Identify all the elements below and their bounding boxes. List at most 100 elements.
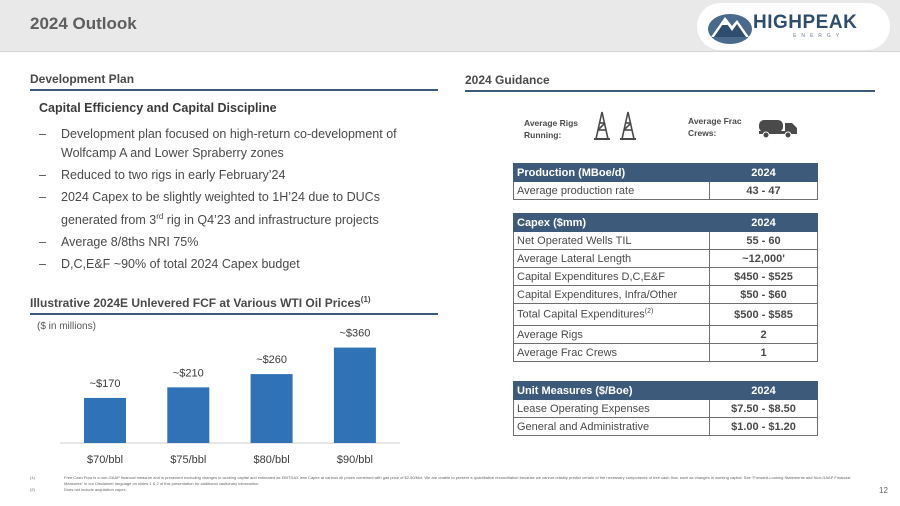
bullet-text-post: rig in Q4’23 and infrastructure projects — [163, 213, 379, 228]
table-cell-value: 43 - 47 — [709, 181, 818, 200]
units-note: ($ in millions) — [37, 321, 96, 332]
table-cell-value: 55 - 60 — [709, 231, 818, 250]
bullet-dash: – — [39, 168, 46, 182]
table-header-row: Unit Measures ($/Boe) 2024 — [513, 381, 818, 400]
table-header-cell: 2024 — [709, 381, 818, 400]
frac-label-line-1: Average Frac — [688, 116, 742, 126]
table-cell-label: Total Capital Expenditures(2) — [513, 303, 710, 326]
header-bar: 2024 Outlook HIGHPEAK ENERGY — [0, 0, 900, 52]
frac-label-line-2: Crews: — [688, 128, 717, 138]
bar-90bbl — [333, 347, 376, 443]
capex-table: Capex ($mm) 2024 Net Operated Wells TIL 5… — [513, 213, 818, 362]
bullet-item: – Reduced to two rigs in early February’2… — [39, 166, 429, 185]
table-row: Average production rate 43 - 47 — [513, 181, 818, 200]
footnote-text: Does not include acquisition capex. — [64, 487, 127, 492]
footnote-text: Free Cash Flow is a non-GAAP financial m… — [64, 475, 851, 486]
bullet-text: D,C,E&F ~90% of total 2024 Capex budget — [61, 257, 300, 272]
bullet-item: – 2024 Capex to be slightly weighted to 1… — [39, 188, 429, 230]
bullet-text: Development plan focused on high-return … — [61, 127, 397, 160]
table-cell-label: Average production rate — [513, 181, 710, 200]
table-row: Total Capital Expenditures(2) $500 - $585 — [513, 303, 818, 326]
bullet-dash: – — [39, 257, 46, 272]
footnote-marker: (2) — [30, 487, 35, 492]
footnote-2: (2) Does not include acquisition capex. — [30, 487, 870, 493]
guidance-heading: 2024 Guidance — [465, 73, 875, 92]
footnotes: (1) Free Cash Flow is a non-GAAP financia… — [30, 475, 870, 493]
bar-data-label: ~$210 — [173, 367, 204, 379]
table-cell-label: Net Operated Wells TIL — [513, 231, 710, 250]
x-tick-label: $75/bbl — [170, 454, 206, 466]
table-cell-label: Average Frac Crews — [513, 343, 710, 362]
mountain-logo-icon — [708, 14, 752, 44]
page-title: 2024 Outlook — [30, 14, 137, 33]
table-cell-label: Lease Operating Expenses — [513, 399, 710, 418]
table-cell-value: $450 - $525 — [709, 267, 818, 286]
table-header-row: Capex ($mm) 2024 — [513, 213, 818, 232]
fcf-heading-text: Illustrative 2024E Unlevered FCF at Vari… — [30, 296, 361, 310]
fcf-chart-heading: Illustrative 2024E Unlevered FCF at Vari… — [30, 295, 438, 315]
frac-truck-icon — [759, 120, 797, 139]
x-tick-label: $70/bbl — [87, 454, 123, 466]
footnote-1: (1) Free Cash Flow is a non-GAAP financia… — [30, 475, 870, 487]
table-header-cell: 2024 — [709, 163, 818, 182]
rigs-label-line-1: Average Rigs — [524, 118, 579, 128]
table-header-cell: Unit Measures ($/Boe) — [513, 381, 710, 400]
bullet-dash: – — [39, 127, 46, 141]
x-tick-label: $80/bbl — [254, 454, 290, 466]
table-cell-value: $7.50 - $8.50 — [709, 399, 818, 418]
capital-efficiency-subheading: Capital Efficiency and Capital Disciplin… — [39, 101, 277, 115]
table-cell-label: Capital Expenditures D,C,E&F — [513, 267, 710, 286]
table-cell-value: $500 - $585 — [709, 303, 818, 326]
table-cell-label: Average Rigs — [513, 325, 710, 344]
table-cell-label: Average Lateral Length — [513, 249, 710, 268]
development-plan-heading: Development Plan — [30, 72, 438, 91]
table-row: Average Rigs 2 — [513, 325, 818, 344]
company-logo: HIGHPEAK ENERGY — [697, 3, 890, 50]
bar-70bbl — [84, 397, 126, 443]
table-row: Net Operated Wells TIL 55 - 60 — [513, 231, 818, 250]
table-row: Average Frac Crews 1 — [513, 343, 818, 362]
bullet-item: – D,C,E&F ~90% of total 2024 Capex budget — [39, 255, 429, 274]
total-capex-label: Total Capital Expenditures — [517, 308, 645, 321]
table-row: Lease Operating Expenses $7.50 - $8.50 — [513, 399, 818, 418]
logo-wordmark: HIGHPEAK — [753, 12, 858, 33]
oil-rig-icon — [594, 111, 636, 140]
table-header-cell: 2024 — [709, 213, 818, 232]
table-cell-value: 2 — [709, 325, 818, 344]
table-cell-label: General and Administrative — [513, 417, 710, 436]
bar-data-label: ~$260 — [256, 354, 287, 366]
page-number: 12 — [879, 486, 888, 495]
unit-measures-table: Unit Measures ($/Boe) 2024 Lease Operati… — [513, 381, 818, 436]
rigs-label-line-2: Running: — [524, 130, 562, 140]
footnote-marker: (1) — [30, 475, 35, 480]
table-header-row: Production (MBoe/d) 2024 — [513, 163, 818, 182]
logo-subtitle: ENERGY — [793, 33, 845, 39]
average-rigs-label: Average Rigs Running: — [524, 117, 578, 141]
bullet-item: – Development plan focused on high-return… — [39, 125, 429, 163]
table-cell-value: $1.00 - $1.20 — [709, 417, 818, 436]
average-frac-crews-label: Average Frac Crews: — [688, 115, 742, 139]
bar-data-label: ~$360 — [339, 328, 370, 340]
table-cell-value: $50 - $60 — [709, 285, 818, 304]
x-tick-label: $90/bbl — [337, 454, 373, 466]
total-capex-footnote: (2) — [644, 308, 654, 316]
table-row: Capital Expenditures, Infra/Other $50 - $… — [513, 285, 818, 304]
table-row: Average Lateral Length ~12,000' — [513, 249, 818, 268]
bullet-superscript: rd — [156, 212, 164, 221]
fcf-heading-footnote: (1) — [360, 295, 371, 304]
table-cell-label: Capital Expenditures, Infra/Other — [513, 285, 710, 304]
fcf-bar-chart: ~$170 $70/bbl ~$210 $75/bbl ~$260 $80/bbl ~$36… — [60, 328, 400, 466]
bullet-text-pre: 2024 Capex to be slightly weighted to 1H… — [61, 190, 380, 228]
bullet-item: – Average 8/8ths NRI 75% — [39, 233, 429, 252]
table-cell-value: 1 — [709, 343, 818, 362]
production-table: Production (MBoe/d) 2024 Average product… — [513, 163, 818, 200]
bullet-text: Reduced to two rigs in early February’24 — [61, 168, 286, 182]
development-plan-bullets: – Development plan focused on high-return… — [39, 125, 429, 277]
table-header-cell: Capex ($mm) — [513, 213, 710, 232]
bar-80bbl — [250, 374, 293, 443]
bar-75bbl — [167, 387, 210, 443]
bar-data-label: ~$170 — [90, 378, 121, 390]
table-cell-value: ~12,000' — [709, 249, 818, 268]
table-row: General and Administrative $1.00 - $1.20 — [513, 417, 818, 436]
table-row: Capital Expenditures D,C,E&F $450 - $525 — [513, 267, 818, 286]
